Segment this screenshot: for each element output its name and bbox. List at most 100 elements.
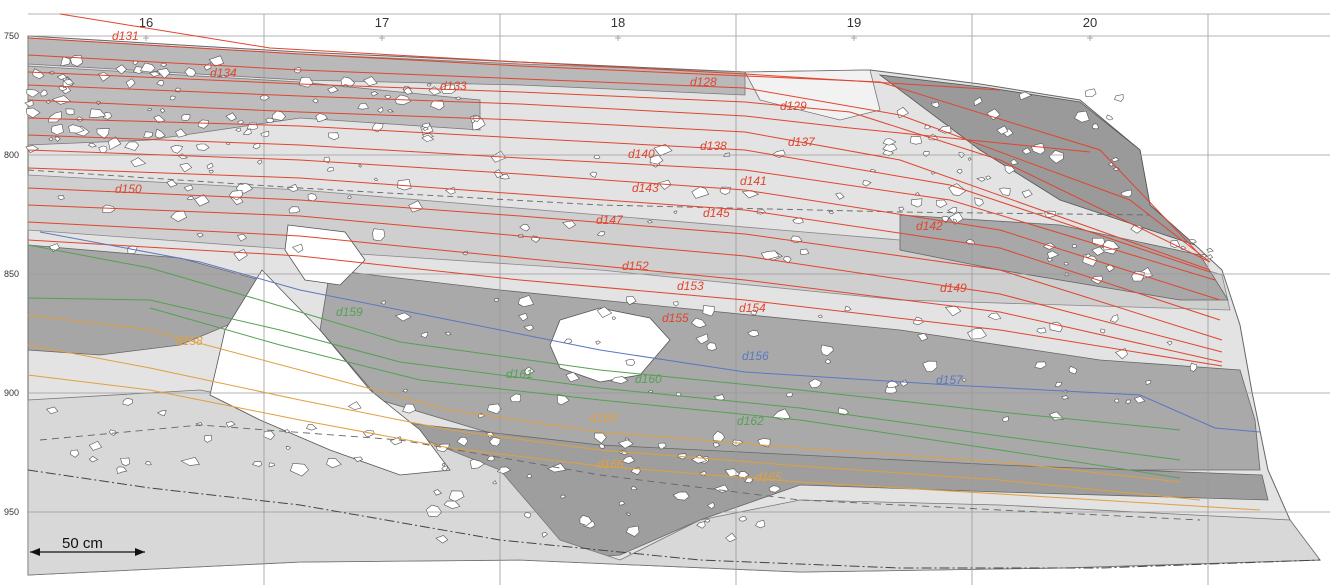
stone	[673, 301, 679, 307]
label-d153: d153	[677, 279, 704, 293]
stone	[618, 501, 626, 506]
stone	[1001, 416, 1009, 422]
label-d156: d156	[742, 349, 769, 363]
column-number: 19	[847, 15, 861, 30]
column-number: 17	[375, 15, 389, 30]
stone	[1063, 261, 1069, 266]
stone	[658, 179, 672, 190]
label-d161: d161	[506, 367, 533, 381]
stone	[186, 195, 195, 201]
interface-line	[27, 239, 1223, 367]
label-d131: d131	[112, 29, 139, 43]
stone	[24, 99, 34, 108]
stone	[225, 421, 236, 428]
stone	[235, 127, 242, 132]
stone	[45, 406, 59, 415]
stone	[377, 106, 384, 113]
stone	[251, 461, 263, 467]
label-d160: d160	[635, 372, 662, 386]
stone	[181, 114, 191, 121]
stone	[886, 380, 900, 388]
label-d147: d147	[596, 213, 624, 227]
stone	[696, 521, 706, 529]
stone	[260, 130, 270, 138]
stone	[792, 217, 804, 224]
stone	[363, 76, 378, 87]
stone	[124, 141, 140, 151]
stone	[690, 317, 707, 328]
stone	[1085, 253, 1091, 258]
stone	[910, 198, 923, 208]
stone	[208, 169, 214, 174]
stone	[347, 401, 362, 411]
stone	[808, 378, 822, 389]
stone	[1021, 147, 1032, 155]
stone	[713, 442, 721, 448]
stone	[560, 494, 566, 499]
stone	[286, 183, 299, 193]
label-d129: d129	[780, 99, 807, 113]
stone	[373, 177, 379, 181]
stone	[747, 330, 760, 337]
label-d141: d141	[740, 174, 767, 188]
stone	[236, 233, 247, 242]
stone	[441, 465, 448, 472]
interface-line	[27, 84, 1091, 153]
stone	[372, 228, 386, 242]
stones-layer	[24, 54, 1214, 544]
stone	[750, 309, 758, 316]
stone	[625, 525, 640, 537]
stone	[65, 108, 75, 116]
row-number: 850	[4, 269, 19, 279]
interface-line	[27, 297, 1181, 461]
stone	[967, 156, 972, 161]
stone	[1113, 94, 1124, 102]
scale-arrow-right	[135, 548, 145, 556]
scale-bar: 50 cm	[30, 535, 145, 556]
interface-line	[27, 221, 1223, 363]
stone	[695, 333, 709, 345]
label-d157: d157	[936, 373, 964, 387]
stone	[206, 162, 214, 170]
stone	[541, 531, 548, 538]
stone	[1120, 189, 1132, 198]
stone	[691, 186, 710, 199]
stone	[882, 138, 897, 146]
stone	[738, 516, 748, 522]
stone	[115, 64, 127, 75]
label-d166: d166	[597, 457, 624, 471]
stone	[290, 462, 310, 477]
stone	[898, 206, 905, 212]
stone	[116, 466, 128, 474]
stone	[60, 56, 71, 67]
stone	[358, 164, 362, 168]
row-number: 800	[4, 150, 19, 160]
stone	[1018, 91, 1033, 101]
stone	[285, 446, 291, 451]
stone	[523, 324, 534, 332]
stone	[403, 86, 413, 95]
stone	[1071, 244, 1078, 249]
stone	[56, 73, 68, 81]
stone	[610, 376, 629, 384]
stone	[526, 473, 533, 478]
stone	[598, 443, 606, 449]
stone	[183, 184, 194, 192]
stone	[408, 200, 424, 213]
interface-line	[27, 71, 1211, 263]
interface-line	[27, 374, 1261, 511]
stone	[443, 500, 461, 510]
label-d149: d149	[940, 281, 967, 295]
stone	[402, 388, 408, 393]
interface-line	[27, 167, 1221, 321]
interface-line	[27, 187, 1223, 341]
stone	[48, 136, 54, 142]
stone	[265, 117, 275, 124]
stone	[143, 131, 153, 139]
stone	[1092, 237, 1106, 247]
stone	[862, 180, 872, 187]
stone	[139, 62, 156, 73]
stone	[1092, 123, 1099, 130]
interface-line	[27, 134, 1216, 281]
